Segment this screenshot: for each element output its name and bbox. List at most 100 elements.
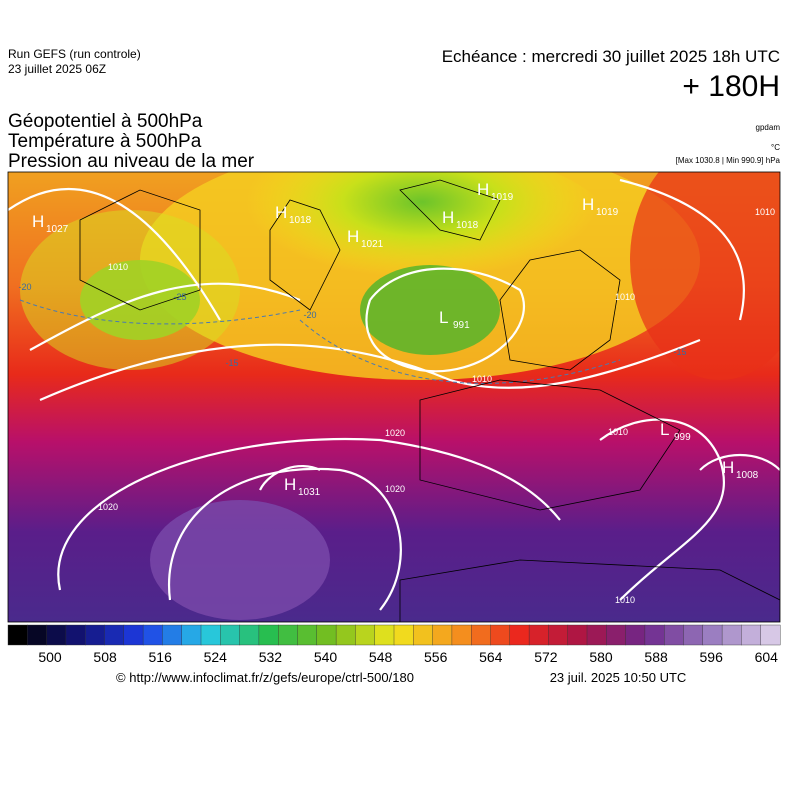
center-value: 1018: [456, 220, 479, 231]
colorbar: [7, 624, 781, 646]
center-value: 1019: [491, 192, 514, 203]
center-letter: H: [284, 475, 296, 494]
center-letter: H: [442, 208, 454, 227]
run-date: 23 juillet 2025 06Z: [8, 62, 106, 76]
colorbar-cell: [393, 624, 414, 646]
colorbar-cell: [7, 624, 28, 646]
colorbar-cell: [471, 624, 492, 646]
center-value: 1018: [289, 215, 312, 226]
run: Run GEFS (run controle): [8, 47, 141, 61]
colorbar-cell: [644, 624, 665, 646]
colorbar-cell: [355, 624, 376, 646]
colorbar-tick-label: 548: [369, 649, 393, 665]
colorbar-tick-label: 564: [479, 649, 503, 665]
colorbar-cell: [27, 624, 48, 646]
colorbar-tick-label: 540: [314, 649, 338, 665]
colorbar-tick-label: 596: [700, 649, 724, 665]
colorbar-cell: [625, 624, 646, 646]
colorbar-cell: [760, 624, 781, 646]
colorbar-cell: [84, 624, 105, 646]
colorbar-cell: [181, 624, 202, 646]
center-value: 1031: [298, 487, 321, 498]
colorbar-cell: [65, 624, 86, 646]
isobar-label: 1020: [385, 484, 405, 494]
colorbar-tick-label: 508: [93, 649, 117, 665]
colorbar-cell: [142, 624, 163, 646]
colorbar-cell: [664, 624, 685, 646]
colorbar-cell: [567, 624, 588, 646]
unit: °C: [771, 143, 780, 152]
colorbar-cell: [741, 624, 762, 646]
colorbar-tick-label: 516: [149, 649, 173, 665]
center-letter: H: [347, 227, 359, 246]
colorbar-cell: [432, 624, 453, 646]
center-letter: H: [582, 195, 594, 214]
footer-url: © http://www.infoclimat.fr/z/gefs/europe…: [116, 670, 414, 685]
temp-label: -15: [673, 347, 686, 357]
center-value: 1019: [596, 207, 619, 218]
colorbar-tick-label: 500: [38, 649, 62, 665]
colorbar-cell: [46, 624, 67, 646]
colorbar-tick-label: 588: [644, 649, 668, 665]
colorbar-cell: [374, 624, 395, 646]
map: [8, 172, 780, 622]
isobar-label: 1010: [608, 427, 628, 437]
colorbar-cell: [278, 624, 299, 646]
lead: + 180H: [682, 70, 780, 103]
colorbar-cell: [413, 624, 434, 646]
colorbar-tick-label: 532: [259, 649, 283, 665]
isobar-label: 1020: [98, 502, 118, 512]
title: Température à 500hPa: [8, 131, 202, 152]
title: Pression au niveau de la mer: [8, 151, 255, 172]
isobar-label: 1010: [615, 595, 635, 605]
center-value: 999: [674, 432, 691, 443]
colorbar-cell: [104, 624, 125, 646]
center-value: 1021: [361, 239, 384, 250]
colorbar-cell: [316, 624, 337, 646]
range: [Max 1030.8 | Min 990.9] hPa: [676, 156, 781, 165]
colorbar-cell: [335, 624, 356, 646]
colorbar-cell: [528, 624, 549, 646]
center-letter: L: [660, 420, 669, 439]
center-value: 1008: [736, 470, 759, 481]
colorbar-cell: [683, 624, 704, 646]
colorbar-tick-label: 524: [204, 649, 228, 665]
colorbar-cell: [548, 624, 569, 646]
center-letter: H: [477, 180, 489, 199]
colorbar-cell: [162, 624, 183, 646]
center-value: 1027: [46, 224, 69, 235]
isobar-label: 1010: [472, 374, 492, 384]
colorbar-cell: [586, 624, 607, 646]
footer-time: 23 juil. 2025 10:50 UTC: [550, 670, 687, 685]
colorbar-cell: [490, 624, 511, 646]
title: Géopotentiel à 500hPa: [8, 111, 203, 132]
colorbar-cell: [702, 624, 723, 646]
center-letter: L: [439, 308, 448, 327]
temp-label: -25: [173, 292, 186, 302]
temp-label: -20: [303, 310, 316, 320]
colorbar-tick-label: 580: [589, 649, 613, 665]
colorbar-tick-label: 604: [755, 649, 779, 665]
colorbar-tick-label: 572: [534, 649, 558, 665]
isobar-label: 1020: [385, 428, 405, 438]
colorbar-cell: [509, 624, 530, 646]
colorbar-cell: [258, 624, 279, 646]
colorbar-cell: [297, 624, 318, 646]
center-letter: H: [32, 212, 44, 231]
colorbar-cell: [606, 624, 627, 646]
colorbar-cell: [220, 624, 241, 646]
colorbar-cell: [123, 624, 144, 646]
center-letter: H: [275, 203, 287, 222]
isobar-label: 1010: [108, 262, 128, 272]
temp-label: -20: [18, 282, 31, 292]
colorbar-cell: [721, 624, 742, 646]
colorbar-cell: [239, 624, 260, 646]
center-value: 991: [453, 320, 470, 331]
colorbar-cell: [200, 624, 221, 646]
isobar-label: 1010: [615, 292, 635, 302]
temp-label: -15: [225, 358, 238, 368]
colorbar-cell: [451, 624, 472, 646]
unit: gpdam: [756, 123, 781, 132]
echeance: Echéance : mercredi 30 juillet 2025 18h …: [442, 47, 780, 66]
